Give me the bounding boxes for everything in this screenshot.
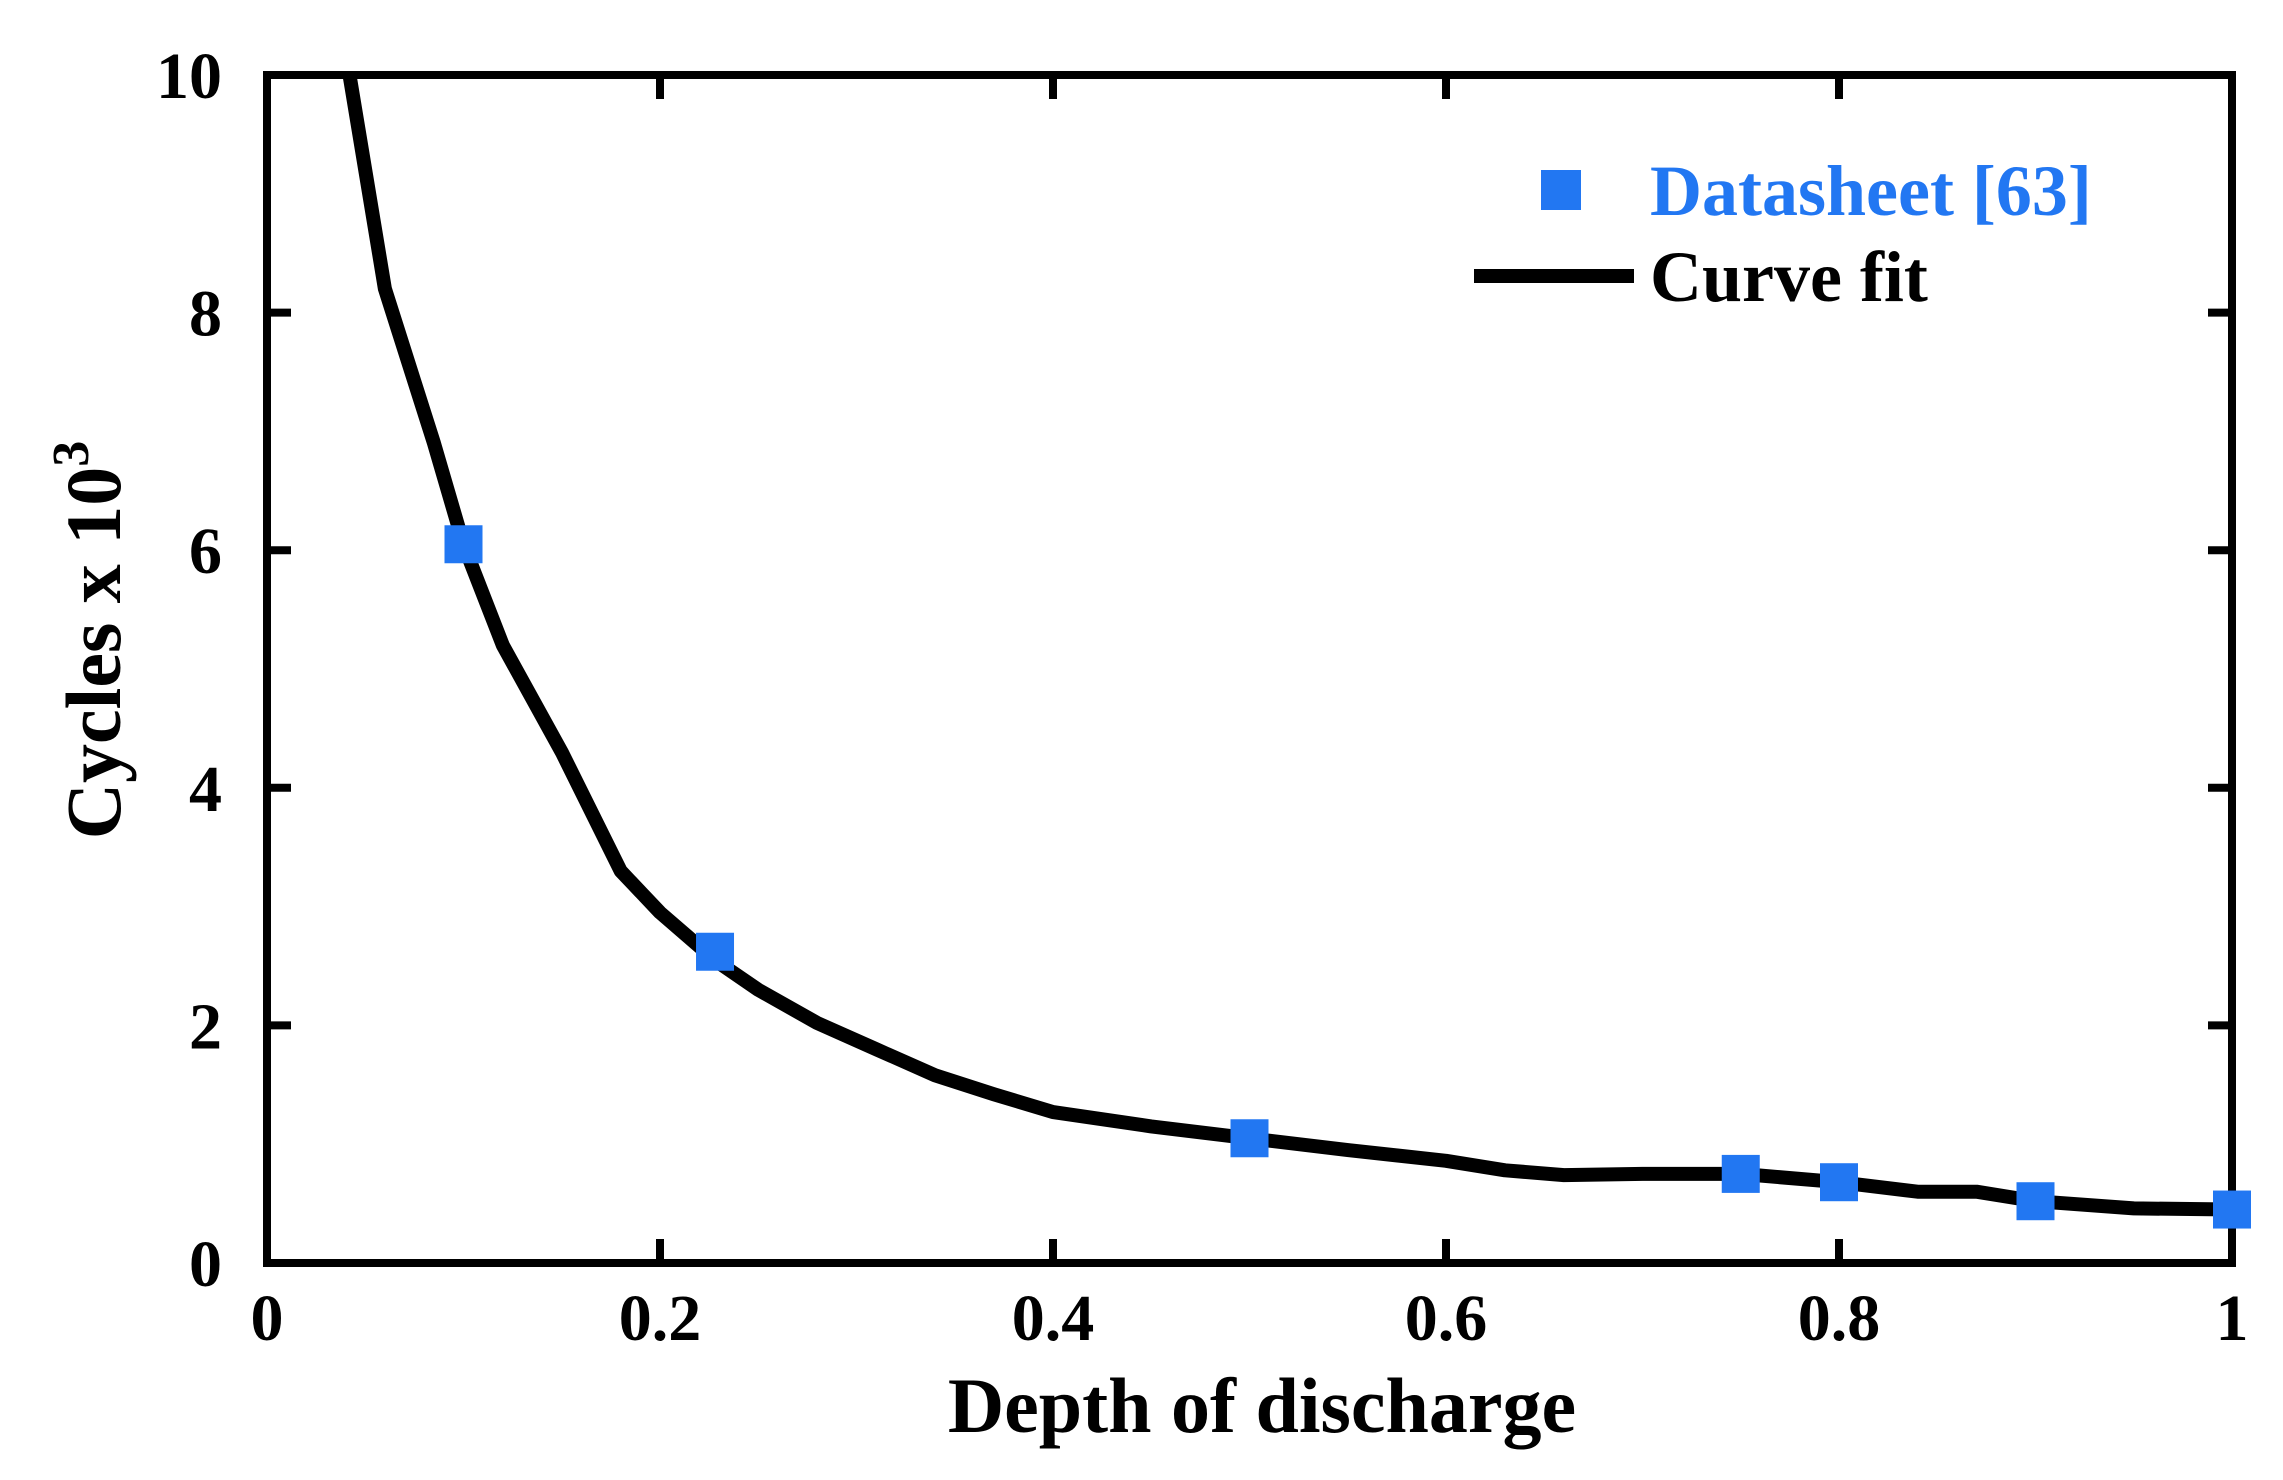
x-tick-label: 0 xyxy=(251,1282,284,1355)
y-tick-label: 6 xyxy=(189,515,222,588)
plot-frame xyxy=(263,71,2236,1267)
y-tick-label: 8 xyxy=(189,278,222,351)
y-tick-label: 2 xyxy=(189,990,222,1063)
y-axis-label-superscript: 3 xyxy=(43,441,100,467)
series-group xyxy=(342,73,2251,1229)
y-axis-label-main: Cycles x 10 xyxy=(50,467,137,840)
plot-frame-group xyxy=(263,71,2236,1267)
y-axis-label: Cycles x 103 xyxy=(43,441,137,840)
x-axis-label: Depth of discharge xyxy=(948,1362,1576,1449)
legend-label-datasheet: Datasheet [63] xyxy=(1650,151,2092,231)
x-ticks-group: 0 0.2 0.4 0.6 0.8 1 xyxy=(251,75,2249,1355)
x-tick-label: 1 xyxy=(2216,1282,2249,1355)
datasheet-point xyxy=(696,932,735,971)
datasheet-point xyxy=(1820,1163,1858,1202)
datasheet-point xyxy=(2016,1182,2055,1221)
x-tick-label: 0.4 xyxy=(1012,1282,1095,1355)
datasheet-point xyxy=(444,525,483,564)
datasheet-point xyxy=(1721,1154,1760,1193)
x-tick-label: 0.6 xyxy=(1405,1282,1488,1355)
legend-label-curve-fit: Curve fit xyxy=(1650,237,1928,317)
y-tick-label: 4 xyxy=(189,753,222,826)
x-tick-label: 0.2 xyxy=(619,1282,702,1355)
y-ticks-group: 0 2 4 6 8 10 xyxy=(156,40,2232,1301)
legend-marker-datasheet xyxy=(1541,170,1581,210)
y-tick-label: 10 xyxy=(156,40,222,113)
x-tick-label: 0.8 xyxy=(1798,1282,1881,1355)
datasheet-point xyxy=(2213,1190,2251,1229)
datasheet-point xyxy=(1230,1119,1269,1158)
curve-fit-line xyxy=(342,73,2233,1217)
legend: Datasheet [63] Curve fit xyxy=(1474,151,2092,317)
y-tick-label: 0 xyxy=(189,1228,222,1301)
